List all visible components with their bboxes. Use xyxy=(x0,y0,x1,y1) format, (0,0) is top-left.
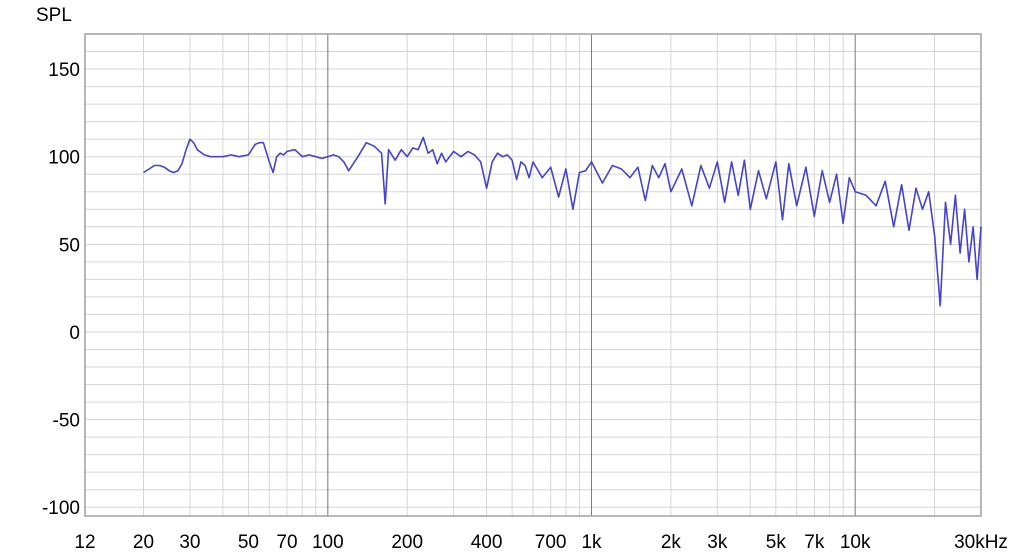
series-line xyxy=(143,136,982,307)
x-tick-label: 12 xyxy=(74,532,95,553)
y-tick-label: -100 xyxy=(42,498,80,519)
y-axis-title: SPL xyxy=(36,5,72,26)
series-layer xyxy=(143,136,982,307)
y-tick-label: 0 xyxy=(69,323,80,344)
y-tick-label: -50 xyxy=(53,411,80,432)
x-tick-label: 2k xyxy=(661,532,682,553)
y-tick-labels: 150 100 50 0 -50 -100 xyxy=(42,60,80,519)
y-tick-label: 50 xyxy=(59,235,80,256)
x-tick-label: 10k xyxy=(840,532,871,553)
x-tick-label: 3k xyxy=(707,532,728,553)
x-tick-label: 100 xyxy=(312,532,344,553)
x-tick-label: 50 xyxy=(238,532,259,553)
y-tick-label: 150 xyxy=(48,60,80,81)
x-tick-label: 20 xyxy=(133,532,154,553)
grid-major xyxy=(327,34,856,516)
x-tick-labels: 12 20 30 50 70 100 200 400 700 1k 2k 3k 5k 7k 10k 30kHz xyxy=(74,532,1008,553)
y-tick-label: 100 xyxy=(48,148,80,169)
plot-frame xyxy=(84,33,982,517)
x-tick-label: 400 xyxy=(471,532,503,553)
x-tick-label: 7k xyxy=(804,532,825,553)
x-tick-label: 70 xyxy=(276,532,297,553)
x-tick-label: 200 xyxy=(391,532,423,553)
x-tick-label: 5k xyxy=(766,532,787,553)
x-tick-label: 700 xyxy=(535,532,567,553)
x-tick-label: 1k xyxy=(581,532,602,553)
x-tick-label: 30 xyxy=(179,532,200,553)
x-tick-label: 30kHz xyxy=(954,532,1008,553)
